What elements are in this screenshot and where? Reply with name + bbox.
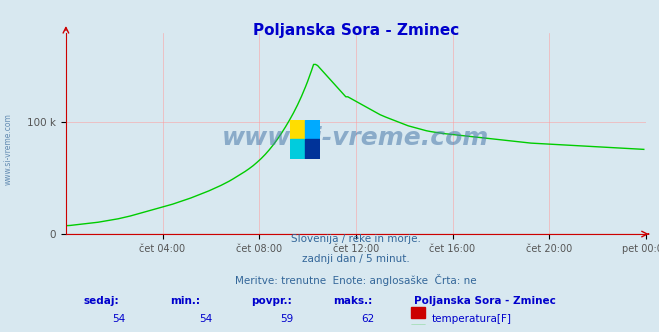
- FancyBboxPatch shape: [411, 325, 426, 332]
- Text: zadnji dan / 5 minut.: zadnji dan / 5 minut.: [302, 254, 410, 264]
- Text: Slovenija / reke in morje.: Slovenija / reke in morje.: [291, 234, 421, 244]
- Text: Poljanska Sora - Zminec: Poljanska Sora - Zminec: [414, 296, 556, 306]
- Text: www.si-vreme.com: www.si-vreme.com: [3, 114, 13, 185]
- Text: Poljanska Sora - Zminec: Poljanska Sora - Zminec: [253, 23, 459, 38]
- Bar: [290, 139, 304, 159]
- Text: 59: 59: [281, 314, 294, 324]
- Text: min.:: min.:: [170, 296, 200, 306]
- Bar: [304, 139, 320, 159]
- Text: 54: 54: [199, 314, 213, 324]
- Text: maks.:: maks.:: [333, 296, 372, 306]
- Bar: [290, 120, 304, 139]
- Text: Meritve: trenutne  Enote: anglosaške  Črta: ne: Meritve: trenutne Enote: anglosaške Črta…: [235, 274, 476, 286]
- Text: povpr.:: povpr.:: [252, 296, 292, 306]
- FancyBboxPatch shape: [411, 307, 426, 318]
- Text: temperatura[F]: temperatura[F]: [431, 314, 511, 324]
- Text: sedaj:: sedaj:: [83, 296, 119, 306]
- Bar: [304, 120, 320, 139]
- Text: 62: 62: [362, 314, 375, 324]
- Text: www.si-vreme.com: www.si-vreme.com: [222, 125, 490, 150]
- Text: 54: 54: [112, 314, 126, 324]
